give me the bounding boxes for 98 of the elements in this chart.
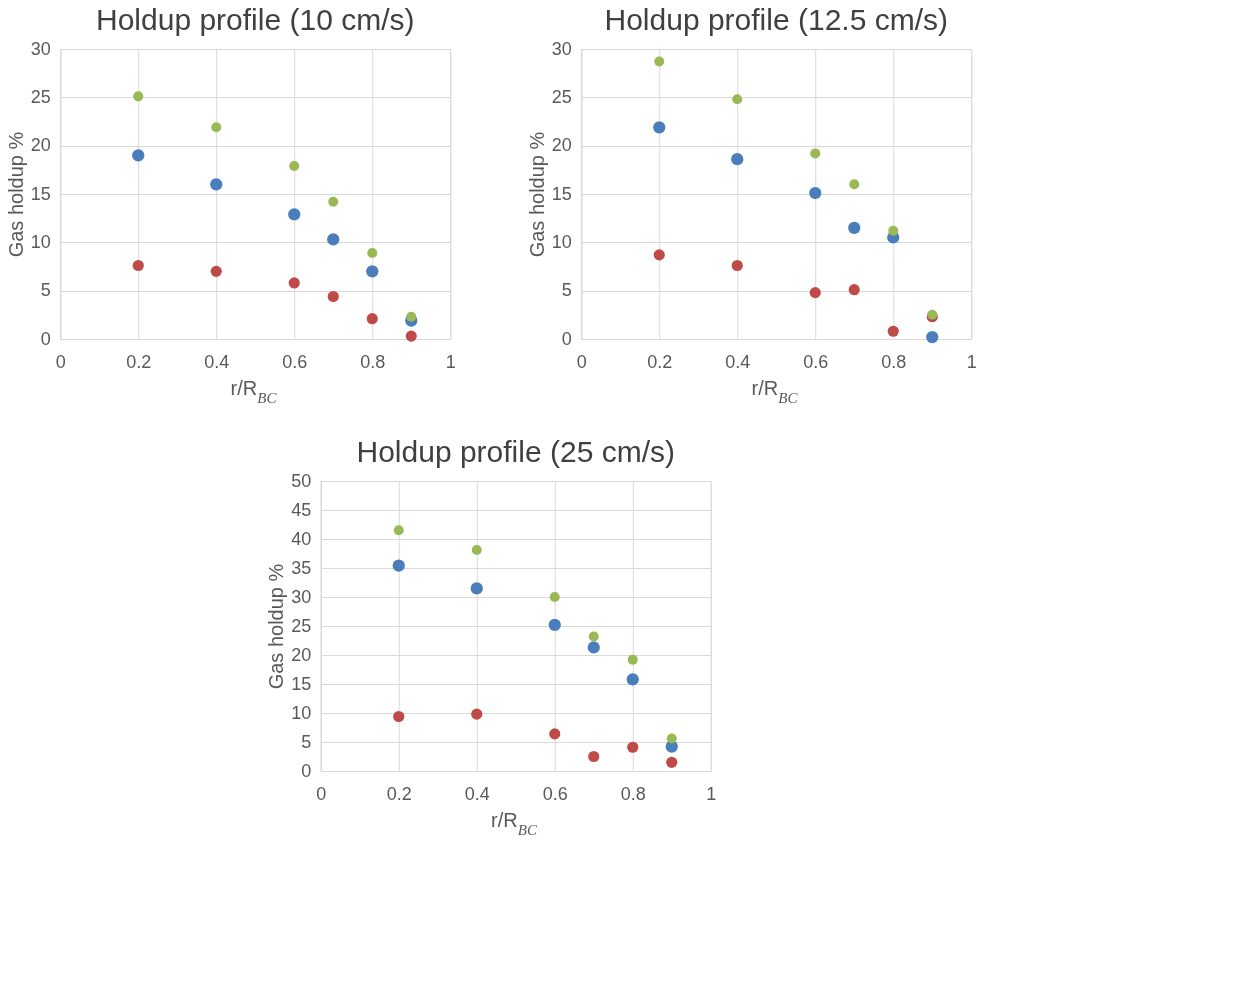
- point: [288, 208, 301, 221]
- point: [849, 179, 860, 190]
- point: [588, 750, 600, 763]
- chart-title: Holdup profile (25 cm/s): [356, 435, 675, 468]
- y-tick-label: 20: [291, 644, 312, 665]
- point: [587, 641, 600, 654]
- x-tick-label: 1: [966, 351, 977, 372]
- point: [926, 330, 939, 344]
- y-tick-label: 10: [291, 702, 312, 723]
- point: [731, 259, 743, 272]
- y-tick-label: 20: [30, 135, 51, 156]
- point: [549, 592, 560, 602]
- y-tick-label: 15: [30, 183, 51, 204]
- point: [471, 545, 482, 556]
- point: [327, 233, 340, 246]
- x-tick-label: 1: [445, 351, 456, 372]
- y-tick-label: 45: [291, 499, 312, 520]
- point: [133, 91, 144, 102]
- y-tick-label: 20: [551, 135, 572, 156]
- x-tick-label: 0.4: [725, 351, 751, 372]
- point: [405, 330, 417, 342]
- y-tick-label: 5: [40, 280, 51, 301]
- x-tick-label: 0: [316, 783, 327, 804]
- point: [809, 287, 821, 299]
- point: [132, 259, 144, 272]
- x-tick-label: 0.8: [620, 783, 646, 804]
- point: [288, 277, 300, 289]
- point: [549, 728, 561, 740]
- y-tick-label: 0: [40, 328, 51, 349]
- x-tick-label: 0: [55, 351, 66, 372]
- point: [626, 673, 639, 686]
- point: [732, 94, 743, 105]
- chart-title: Holdup profile (12.5 cm/s): [604, 3, 948, 36]
- point: [327, 290, 339, 303]
- point: [848, 221, 861, 234]
- x-tick-label: 0.6: [803, 351, 829, 372]
- point: [731, 153, 744, 166]
- y-axis-title: Gas holdup %: [265, 563, 288, 690]
- point: [666, 756, 678, 768]
- point: [471, 708, 483, 720]
- point: [393, 525, 404, 536]
- y-tick-label: 50: [291, 470, 312, 491]
- x-tick-label: 0.4: [204, 351, 230, 372]
- x-tick-label: 1: [706, 783, 717, 804]
- y-tick-label: 25: [291, 615, 312, 636]
- y-tick-label: 25: [551, 86, 572, 107]
- point: [393, 710, 405, 723]
- point: [888, 225, 899, 236]
- point: [366, 313, 378, 325]
- x-tick-label: 0.6: [542, 783, 568, 804]
- y-tick-label: 30: [291, 586, 312, 607]
- y-tick-label: 0: [301, 760, 312, 781]
- point: [210, 178, 223, 191]
- x-tick-label: 0: [576, 351, 587, 372]
- point: [666, 733, 677, 744]
- point: [809, 186, 822, 200]
- x-tick-label: 0.2: [647, 351, 673, 372]
- y-tick-label: 35: [291, 557, 312, 578]
- x-tick-label: 0.2: [386, 783, 412, 804]
- point: [810, 148, 821, 159]
- y-tick-label: 30: [30, 38, 51, 59]
- point: [211, 122, 222, 133]
- point: [654, 56, 665, 67]
- point: [289, 160, 300, 171]
- point: [328, 196, 339, 207]
- chart-title: Holdup profile (10 cm/s): [96, 3, 415, 36]
- x-tick-label: 0.2: [126, 351, 152, 372]
- point: [588, 631, 599, 642]
- point: [392, 559, 405, 572]
- point: [406, 311, 417, 322]
- x-tick-label: 0.8: [881, 351, 907, 372]
- point: [627, 654, 638, 665]
- point: [653, 121, 666, 134]
- point: [366, 265, 379, 278]
- point: [470, 582, 483, 595]
- y-tick-label: 10: [551, 231, 572, 252]
- point: [848, 284, 860, 296]
- point: [210, 265, 222, 277]
- y-tick-label: 5: [301, 731, 312, 752]
- y-tick-label: 15: [551, 183, 572, 204]
- point: [548, 618, 561, 631]
- point: [653, 249, 665, 261]
- x-tick-label: 0.8: [360, 351, 386, 372]
- point: [627, 741, 639, 753]
- y-tick-label: 0: [561, 328, 572, 349]
- y-axis-title: Gas holdup %: [525, 131, 548, 258]
- point: [887, 325, 899, 337]
- x-tick-label: 0.4: [464, 783, 490, 804]
- y-tick-label: 40: [291, 528, 312, 549]
- y-tick-label: 25: [30, 86, 51, 107]
- y-tick-label: 5: [561, 280, 572, 301]
- y-tick-label: 30: [551, 38, 572, 59]
- point: [367, 247, 378, 258]
- x-tick-label: 0.6: [282, 351, 308, 372]
- y-tick-label: 15: [291, 673, 312, 694]
- point: [132, 149, 145, 162]
- y-tick-label: 10: [30, 231, 51, 252]
- y-axis-title: Gas holdup %: [4, 131, 27, 258]
